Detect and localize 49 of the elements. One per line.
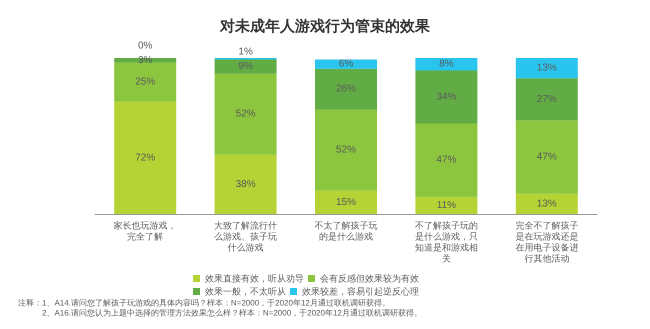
x-tick-label: 不太了解孩子玩的是什么游戏 (314, 220, 378, 242)
legend-label: 效果直接有效，听从劝导 (205, 274, 304, 284)
bar (415, 196, 478, 214)
bar (114, 102, 176, 214)
data-label: 3% (138, 54, 153, 66)
data-label: 38% (236, 178, 256, 190)
data-label: 27% (536, 94, 557, 105)
text: 注释：1、A14.请问您了解孩子玩游戏的具体内容吗？样本：N=2000，于2020年12月通过联机调研获得。 (18, 298, 390, 308)
bar (415, 58, 478, 70)
data-label: 8% (439, 58, 454, 70)
data-label: 72% (135, 152, 156, 164)
x-tick-label: 不了解孩子玩的是什么游戏，只知道是和游戏相关 (414, 220, 478, 264)
legend-label: 效果一般，不太听从 (205, 286, 286, 296)
bar (516, 58, 578, 78)
x-tick-label: 大致了解流行什么游戏、孩子玩什么游戏 (214, 220, 278, 252)
text: 2、A16.请问您认为上题中选择的管理方法效果怎么样？样本：N=2000，于2020年12月通过联机调研获得。 (42, 308, 422, 318)
bar (516, 120, 578, 194)
chart-title: 对未成年人游戏行为管束的效果 (219, 18, 431, 35)
bar (415, 124, 478, 197)
data-label: 26% (336, 84, 356, 95)
data-label: 13% (536, 62, 557, 74)
bar (214, 154, 277, 214)
data-label: 25% (135, 76, 156, 88)
x-tick-label: 完全不了解孩子是在玩游戏还是在用电子设备进行其他活动 (515, 220, 578, 264)
data-label: 13% (536, 198, 557, 210)
data-label: 15% (336, 196, 356, 208)
data-label: 52% (336, 144, 356, 156)
data-label: 6% (338, 58, 354, 70)
bar (315, 109, 377, 191)
data-label: 9% (238, 61, 253, 72)
bar (516, 194, 578, 214)
bar (214, 74, 277, 155)
legend-label: 效果较差，容易引起逆反心理 (302, 286, 419, 296)
bar (114, 62, 176, 102)
data-label: 34% (436, 92, 457, 102)
bar (214, 60, 277, 74)
legend-label: 会有反感但效果较为有效 (320, 274, 419, 284)
data-label: 1% (238, 46, 253, 58)
data-label: 47% (436, 154, 457, 166)
data-label: 11% (436, 200, 456, 211)
data-label: 47% (536, 152, 557, 163)
x-tick-label: 家长也玩游戏，完全了解 (114, 220, 177, 242)
bar (315, 190, 377, 214)
data-label: 0% (138, 40, 153, 52)
bar (315, 60, 377, 69)
bar (415, 70, 478, 124)
data-label: 52% (236, 108, 256, 120)
bar (315, 68, 377, 110)
bar (516, 78, 578, 120)
